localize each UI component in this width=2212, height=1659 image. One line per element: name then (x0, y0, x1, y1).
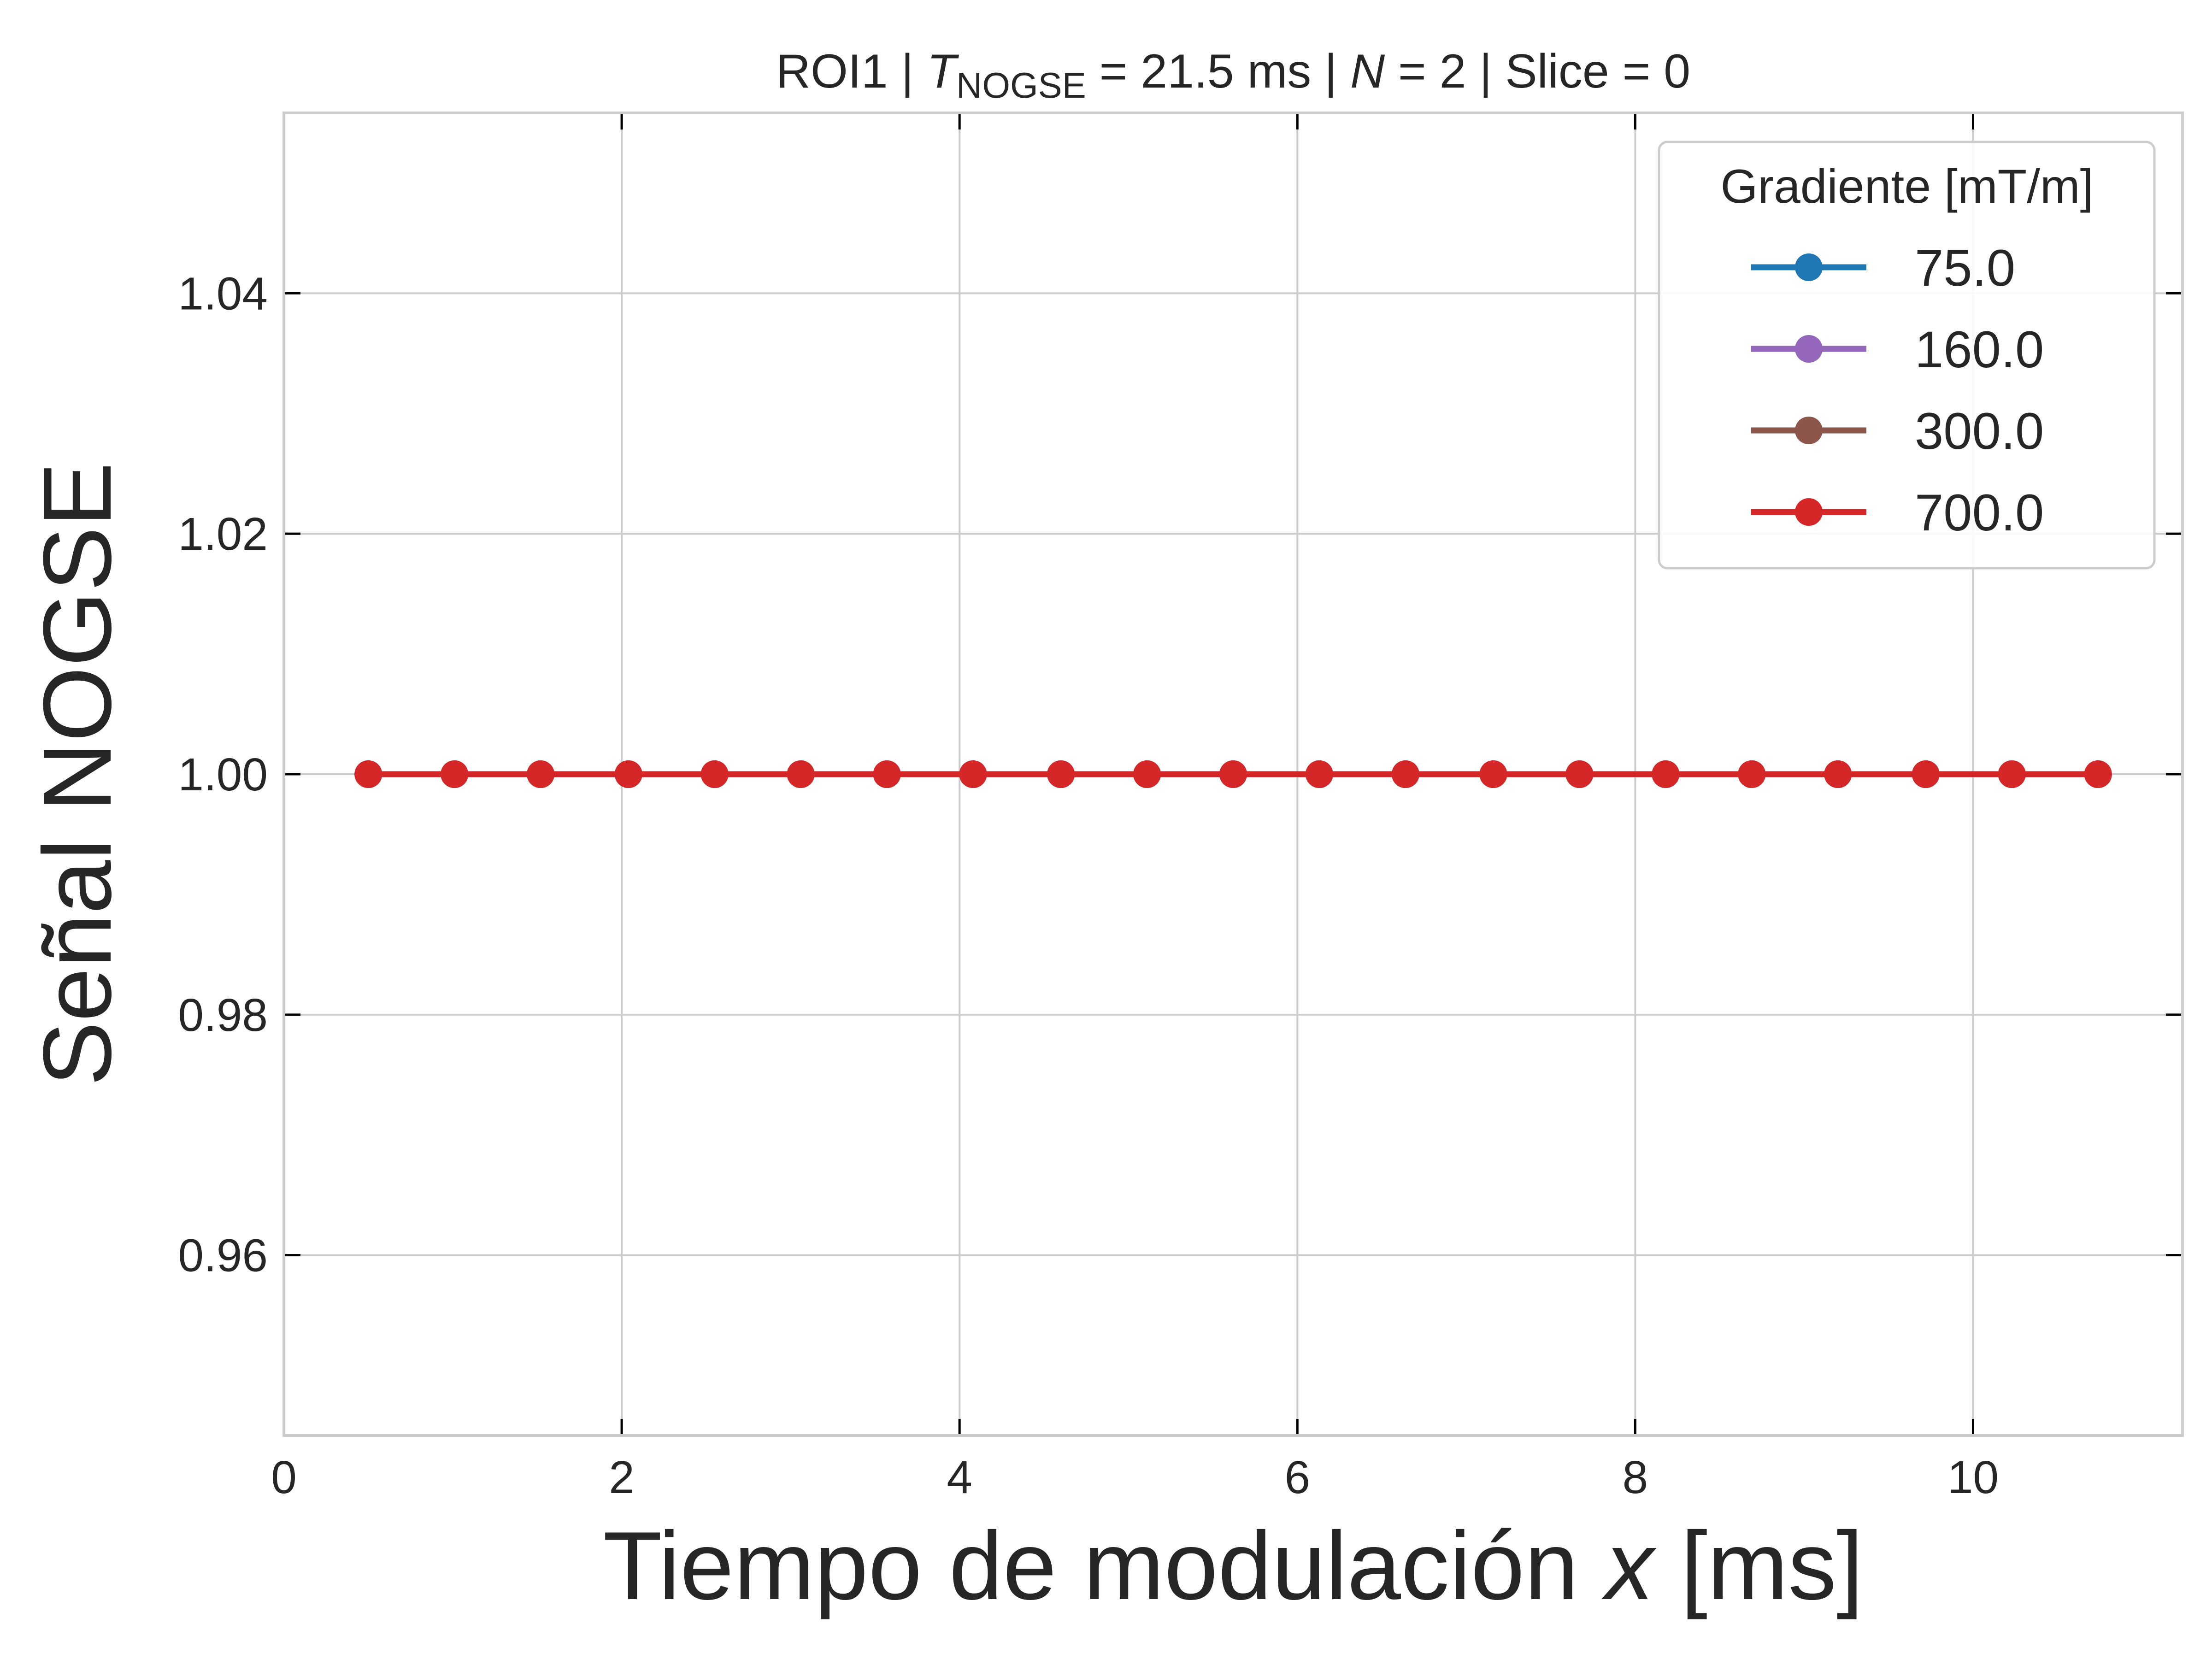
data-point (1565, 760, 1594, 788)
legend-swatch-marker (1795, 335, 1823, 363)
legend-entry: 300.0 (1751, 402, 2044, 460)
data-point (441, 760, 469, 788)
x-tick-label: 8 (1623, 1452, 1648, 1503)
data-point (1652, 760, 1680, 788)
title-n-symbol: N (1350, 45, 1385, 98)
title-prefix: ROI1 | (776, 45, 927, 98)
chart-title: ROI1 | TNOGSE = 21.5 ms | N = 2 | Slice … (776, 45, 1690, 106)
data-point (700, 760, 729, 788)
legend-title: Gradiente [mT/m] (1720, 160, 2093, 213)
x-tick-label: 2 (609, 1452, 635, 1503)
x-axis-label: Tiempo de modulación x [ms] (603, 1512, 1863, 1620)
data-point (2084, 760, 2112, 788)
x-tick-label: 0 (271, 1452, 297, 1503)
x-axis-label-text: Tiempo de modulación (603, 1512, 1605, 1620)
legend-entry: 160.0 (1751, 321, 2044, 378)
y-tick-label: 1.00 (178, 749, 268, 800)
data-point (1998, 760, 2026, 788)
title-n-value: = 2 | Slice = 0 (1385, 45, 1690, 98)
legend-entries: 75.0 160.0 300.0 700.0 (1751, 239, 2044, 541)
data-point (614, 760, 642, 788)
data-point (1738, 760, 1766, 788)
legend-label: 75.0 (1915, 239, 2015, 297)
series-700.0 (354, 760, 2112, 788)
y-axis-label: Señal NOGSE (23, 462, 131, 1086)
legend: Gradiente [mT/m] 75.0 160.0 300.0 700.0 (1658, 141, 2156, 570)
data-point (1912, 760, 1940, 788)
title-t-subscript: NOGSE (956, 65, 1086, 106)
legend-swatch-marker (1795, 498, 1823, 526)
data-series (354, 760, 2112, 788)
legend-entry: 75.0 (1751, 239, 2015, 297)
legend-label: 300.0 (1915, 402, 2044, 460)
y-tick-label: 1.02 (178, 508, 268, 560)
y-tick-label: 1.04 (178, 268, 268, 319)
data-point (1824, 760, 1852, 788)
data-point (1305, 760, 1333, 788)
data-point (959, 760, 987, 788)
tick-marks (282, 113, 2183, 1435)
y-tick-label: 0.98 (178, 989, 268, 1041)
data-point (873, 760, 901, 788)
legend-box (1658, 141, 2156, 570)
legend-label: 160.0 (1915, 321, 2044, 378)
x-axis-label-unit: [ms] (1654, 1512, 1864, 1620)
x-tick-label: 6 (1284, 1452, 1310, 1503)
data-point (787, 760, 815, 788)
legend-label: 700.0 (1915, 484, 2044, 541)
legend-entry: 700.0 (1751, 484, 2044, 541)
y-tick-label: 0.96 (178, 1230, 268, 1282)
legend-swatch-marker (1795, 417, 1823, 444)
data-point (354, 760, 382, 788)
data-point (1391, 760, 1419, 788)
data-point (1219, 760, 1247, 788)
title-t-symbol: T (927, 45, 959, 98)
title-t-value: = 21.5 ms | (1086, 45, 1350, 98)
data-point (527, 760, 555, 788)
legend-swatch-marker (1795, 253, 1823, 281)
plot-area-frame (282, 112, 2184, 1437)
data-point (1047, 760, 1075, 788)
x-tick-label: 4 (947, 1452, 972, 1503)
x-axis-label-var: x (1601, 1512, 1657, 1620)
data-point (1133, 760, 1161, 788)
x-tick-label: 10 (1947, 1452, 1999, 1503)
data-point (1479, 760, 1507, 788)
